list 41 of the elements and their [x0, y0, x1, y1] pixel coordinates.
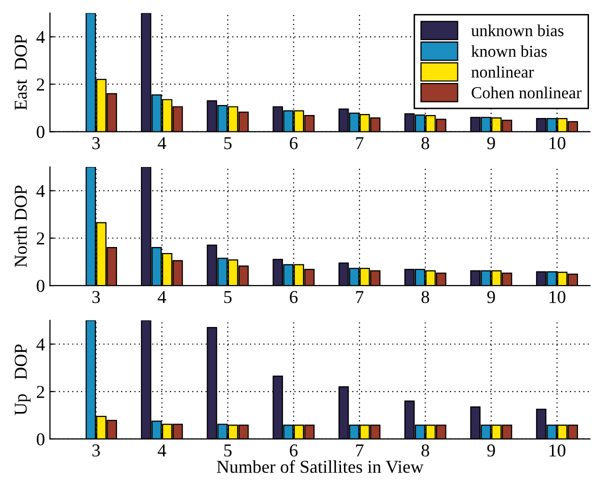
x-tick-label: 7	[356, 291, 364, 303]
x-tick-label: 4	[158, 291, 166, 303]
x-tick-label: 5	[224, 291, 232, 304]
x-tick-label: 10	[550, 444, 566, 457]
x-tick-label: 8	[422, 290, 430, 304]
x-tick-label: 6	[290, 290, 298, 304]
y-axis-title: East DOP	[14, 34, 27, 110]
y-axis-title: Up DOP	[14, 344, 31, 416]
y-tick-label: 2	[36, 232, 44, 244]
x-tick-label: 3	[92, 137, 100, 150]
x-tick-label: 5	[224, 137, 232, 150]
x-tick-label: 10	[550, 290, 566, 304]
x-tick-label: 4	[158, 137, 166, 150]
y-tick-label: 4	[36, 185, 45, 197]
x-tick-label: 5	[224, 444, 232, 457]
x-tick-label: 9	[487, 290, 495, 304]
x-tick-label: 6	[290, 137, 298, 150]
legend-label: Cohen nonlinear	[472, 86, 582, 98]
x-tick-label: 7	[356, 137, 364, 150]
x-tick-label: 3	[92, 444, 100, 457]
x-tick-label: 8	[422, 137, 430, 150]
x-tick-label: 4	[158, 444, 166, 456]
x-tick-label: 8	[422, 444, 430, 457]
y-tick-label: 4	[36, 31, 45, 44]
x-axis-title: Number of Satillites in View	[216, 460, 424, 474]
y-tick-label: 2	[36, 386, 44, 398]
x-tick-label: 3	[92, 290, 100, 304]
y-tick-label: 0	[36, 126, 44, 138]
legend-label: unknown bias	[471, 24, 564, 36]
x-tick-label: 9	[487, 137, 495, 150]
y-tick-label: 0	[36, 280, 44, 292]
x-tick-label: 7	[356, 444, 364, 456]
x-tick-label: 6	[290, 444, 298, 457]
x-tick-label: 9	[487, 444, 495, 457]
y-tick-label: 4	[36, 338, 45, 350]
legend-label: nonlinear	[471, 66, 534, 78]
x-tick-label: 10	[550, 137, 566, 150]
y-tick-label: 0	[36, 433, 44, 446]
legend-label: known bias	[471, 45, 547, 57]
y-tick-label: 2	[36, 78, 44, 90]
y-axis-title: North DOP	[14, 186, 27, 268]
